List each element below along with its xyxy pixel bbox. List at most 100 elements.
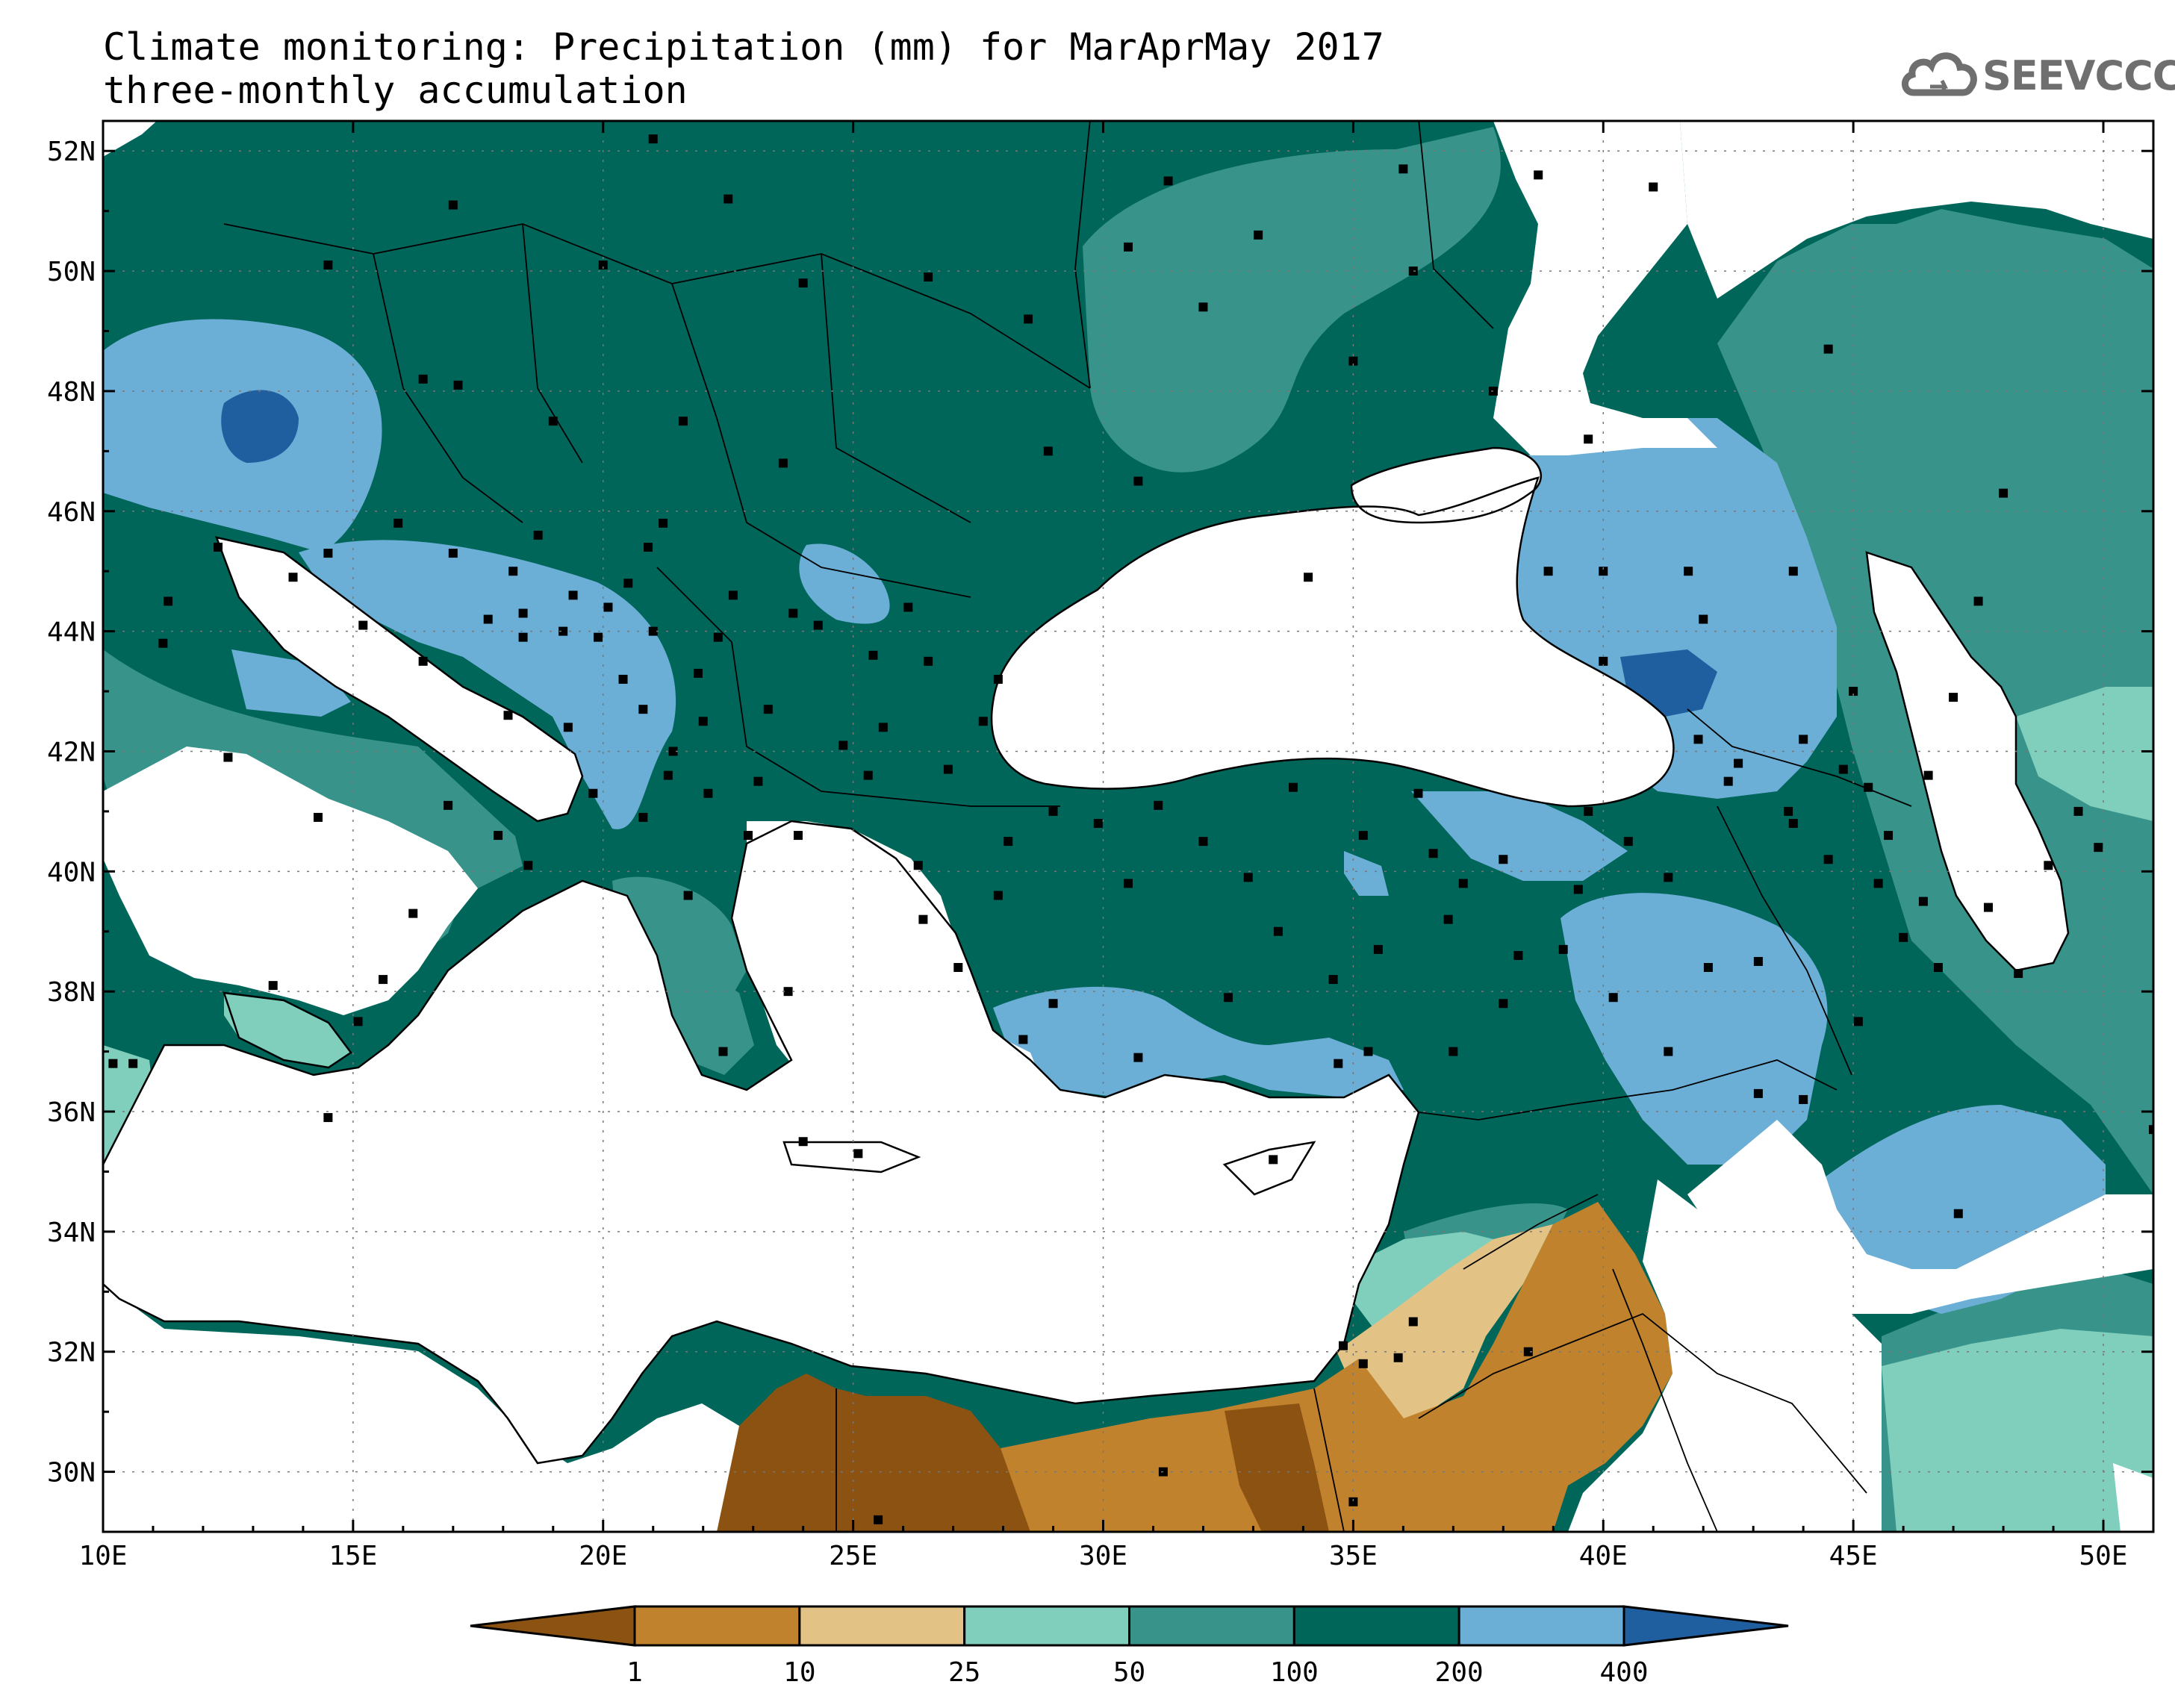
station-marker	[444, 800, 453, 810]
map-frame	[102, 119, 2155, 1533]
station-marker	[1449, 1047, 1458, 1056]
country-borders	[223, 121, 1912, 1532]
station-marker	[1734, 758, 1743, 768]
station-marker	[508, 567, 518, 576]
field-25-50-levant	[1344, 1232, 1493, 1329]
station-marker	[1558, 944, 1568, 954]
station-marker	[868, 650, 878, 660]
station-marker	[448, 549, 458, 558]
station-marker	[1048, 806, 1058, 816]
station-marker	[1753, 956, 1763, 966]
station-marker	[838, 741, 848, 750]
station-marker	[1093, 818, 1103, 828]
station-marker	[453, 380, 463, 390]
latitude-labels: 30N 32N 34N 36N 38N 40N 42N 44N 46N 48N 50N 52N	[47, 137, 96, 1488]
station-marker	[1513, 950, 1523, 960]
station-marker	[813, 620, 823, 630]
station-marker	[603, 602, 613, 612]
station-marker	[1133, 476, 1143, 486]
station-marker	[588, 788, 598, 798]
field-under-1-libya	[717, 1374, 1030, 1532]
color-legend-labels: 1 10 25 50 100 200 400	[626, 1657, 1648, 1688]
longitude-label: 10E	[78, 1541, 127, 1571]
station-marker	[1358, 831, 1368, 841]
station-marker	[313, 812, 323, 822]
station-marker	[1048, 999, 1058, 1009]
longitude-label: 50E	[2079, 1541, 2128, 1571]
station-marker	[268, 981, 278, 991]
station-marker	[518, 632, 528, 642]
station-marker	[798, 278, 808, 288]
station-marker	[698, 717, 708, 726]
longitude-label: 40E	[1579, 1541, 1628, 1571]
station-marker	[718, 1047, 728, 1056]
station-marker	[408, 908, 418, 918]
station-marker	[418, 374, 428, 384]
cloud-icon	[1902, 52, 1977, 96]
station-marker	[1273, 926, 1283, 936]
field-25-50-caspian	[2016, 687, 2153, 821]
station-marker	[1699, 614, 1708, 624]
station-marker	[638, 812, 648, 822]
station-marker	[668, 747, 678, 756]
station-marker	[1443, 914, 1453, 924]
station-marker	[1873, 879, 1883, 888]
aegean-sea	[747, 821, 1045, 1105]
station-marker	[2014, 969, 2023, 979]
sicily-coast	[223, 991, 352, 1069]
field-200-400-turkey-inner	[1344, 851, 1389, 896]
legend-swatch	[1128, 1605, 1295, 1647]
station-marker	[1004, 837, 1013, 847]
station-marker	[644, 543, 653, 552]
station-marker	[1304, 573, 1313, 582]
station-marker	[128, 1059, 138, 1068]
field-10-25-syria	[1337, 1224, 1553, 1418]
station-marker	[1664, 1047, 1673, 1056]
station-marker	[743, 831, 753, 841]
station-marker	[1784, 806, 1793, 816]
latitude-label: 50N	[47, 257, 96, 287]
latitude-label: 34N	[47, 1218, 96, 1248]
longitude-label: 20E	[579, 1541, 627, 1571]
station-marker	[1393, 1353, 1403, 1362]
station-marker	[1328, 975, 1338, 985]
station-marker	[1124, 242, 1133, 252]
nodata-north	[1493, 121, 1717, 455]
latitude-label: 30N	[47, 1458, 96, 1489]
legend-label: 100	[1270, 1657, 1319, 1688]
station-marker	[713, 632, 723, 642]
station-marker	[1523, 1347, 1533, 1356]
station-marker	[874, 1515, 883, 1524]
longitude-label: 30E	[1079, 1541, 1127, 1571]
station-marker	[853, 1149, 863, 1159]
logo-text: SEEVCCC	[1982, 52, 2175, 99]
nodata-northeast	[1680, 121, 2153, 299]
seevccc-logo: SEEVCCC	[1900, 43, 2175, 107]
field-over-400-alps	[221, 390, 299, 463]
station-marker	[418, 656, 428, 666]
station-marker	[1823, 855, 1833, 864]
station-marker	[1338, 1341, 1348, 1350]
station-marker	[1623, 837, 1633, 847]
sea-masks	[103, 121, 2153, 1532]
station-marker	[1413, 788, 1423, 798]
station-marker	[863, 770, 873, 780]
station-marker	[993, 674, 1003, 684]
station-marker	[1499, 855, 1508, 864]
station-marker	[1254, 230, 1263, 240]
station-marker	[558, 626, 568, 636]
station-marker	[2149, 1125, 2153, 1135]
station-marker	[648, 134, 658, 144]
station-marker	[2094, 843, 2103, 853]
longitude-labels: 10E 15E 20E 25E 30E 35E 40E 45E 50E	[78, 1541, 2127, 1571]
station-marker	[379, 975, 388, 985]
legend-swatch	[1292, 1605, 1460, 1647]
grid-lines	[103, 121, 2153, 1532]
station-marker	[563, 723, 573, 732]
station-marker	[618, 674, 628, 684]
station-marker	[1934, 963, 1944, 972]
nodata-africa-west	[103, 1284, 739, 1532]
black-sea-coast	[990, 476, 1675, 808]
station-marker	[1154, 800, 1163, 810]
station-marker	[1664, 873, 1673, 882]
